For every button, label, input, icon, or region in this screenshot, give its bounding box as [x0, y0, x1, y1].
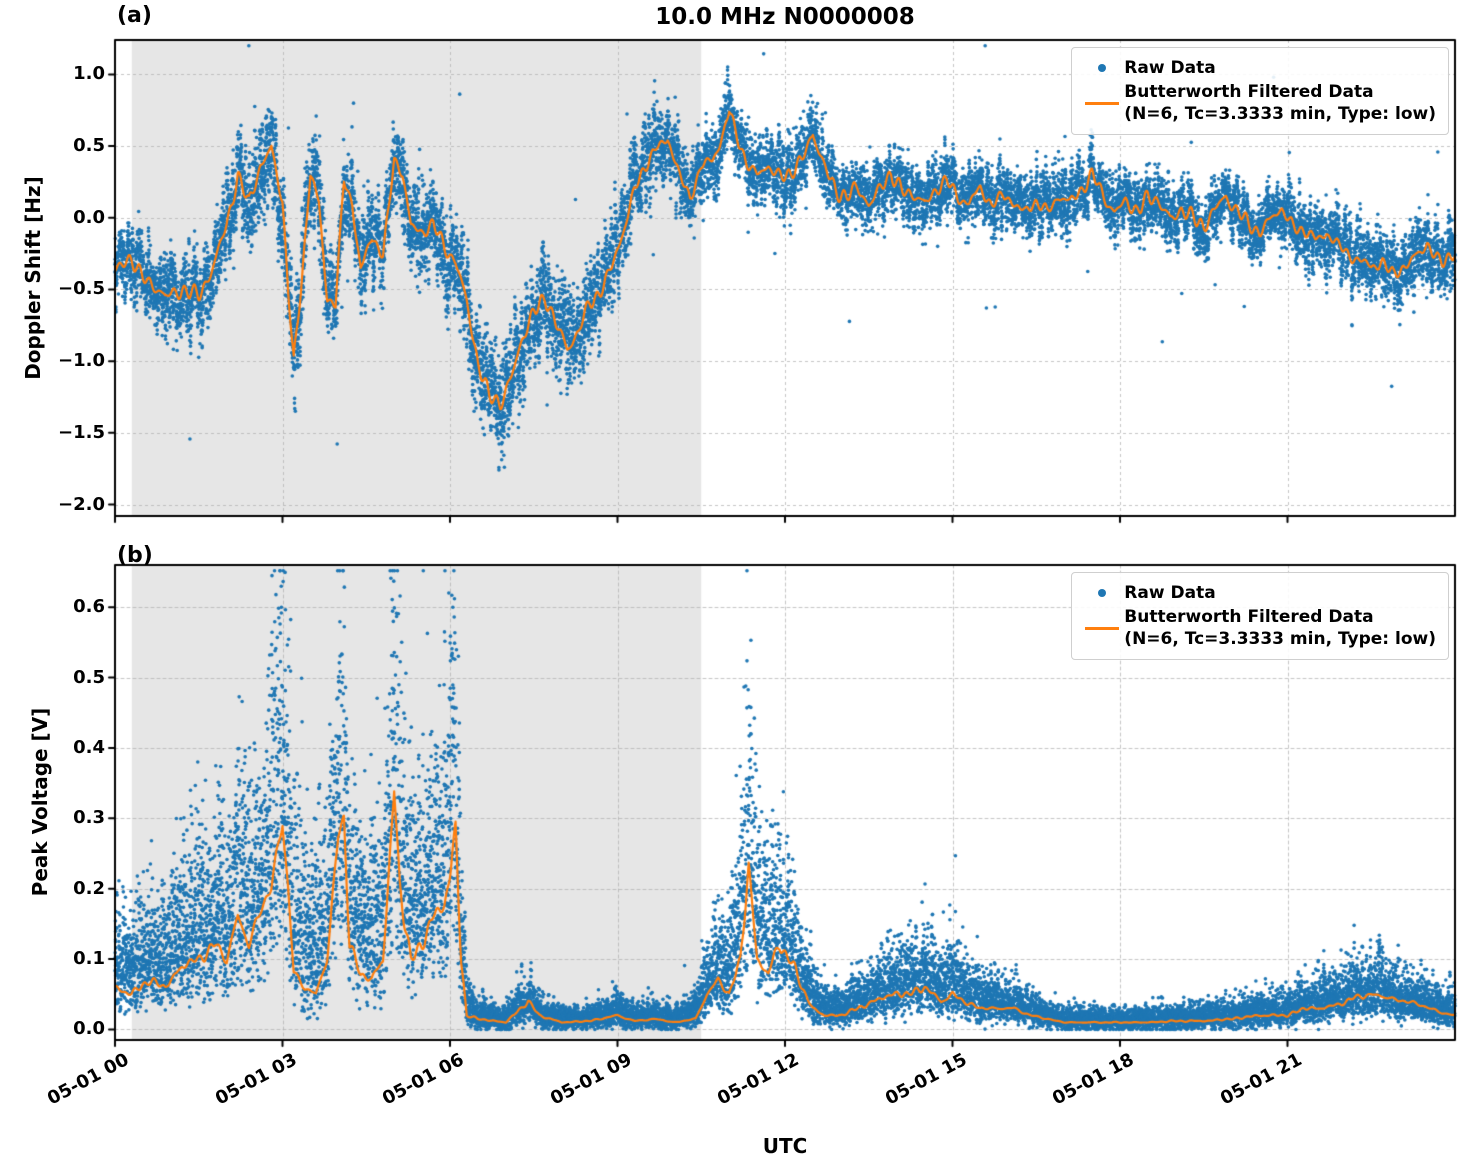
y-tick-label: 0.6	[73, 596, 105, 618]
legend-filtered-line1: Butterworth Filtered Data	[1124, 82, 1374, 103]
y-tick-label: 0.0	[73, 1018, 105, 1040]
y-axis-label-voltage: Peak Voltage [V]	[28, 707, 52, 897]
y-tick-label: 0.1	[73, 948, 105, 970]
filtered-line-marker	[1080, 626, 1124, 630]
raw-data-dot-marker	[1080, 64, 1124, 73]
y-tick-label: 0.3	[73, 807, 105, 829]
y-tick-label: −1.0	[58, 350, 105, 372]
legend-entry-raw: Raw Data	[1080, 57, 1436, 79]
figure-title: 10.0 MHz N0000008	[655, 4, 915, 30]
y-tick-label: 0.5	[73, 135, 105, 157]
y-tick-label: −2.0	[58, 493, 105, 515]
legend-filtered-line2: (N=6, Tc=3.3333 min, Type: low)	[1124, 629, 1436, 650]
y-tick-label: 0.4	[73, 736, 105, 758]
raw-data-dot-marker	[1080, 589, 1124, 598]
y-tick-label: 0.0	[73, 206, 105, 228]
legend-panel-a: Raw Data Butterworth Filtered Data (N=6,…	[1071, 47, 1449, 136]
legend-filtered-line2: (N=6, Tc=3.3333 min, Type: low)	[1124, 104, 1436, 125]
legend-panel-b: Raw Data Butterworth Filtered Data (N=6,…	[1071, 572, 1449, 661]
panel-b-label: (b)	[117, 543, 153, 568]
legend-entry-raw: Raw Data	[1080, 582, 1436, 604]
y-axis-label-doppler: Doppler Shift [Hz]	[21, 176, 45, 380]
panel-a-label: (a)	[117, 3, 152, 28]
legend-filtered-label: Butterworth Filtered Data (N=6, Tc=3.333…	[1124, 81, 1436, 125]
legend-filtered-line1: Butterworth Filtered Data	[1124, 607, 1374, 628]
y-tick-label: 1.0	[73, 63, 105, 85]
y-tick-label: 0.5	[73, 666, 105, 688]
legend-entry-filtered: Butterworth Filtered Data (N=6, Tc=3.333…	[1080, 606, 1436, 650]
x-axis-label: UTC	[762, 1134, 808, 1158]
y-tick-label: −1.5	[58, 421, 105, 443]
legend-raw-label: Raw Data	[1124, 58, 1216, 78]
y-tick-label: −0.5	[58, 278, 105, 300]
y-tick-label: 0.2	[73, 877, 105, 899]
legend-entry-filtered: Butterworth Filtered Data (N=6, Tc=3.333…	[1080, 81, 1436, 125]
filtered-line-marker	[1080, 101, 1124, 105]
legend-raw-label: Raw Data	[1124, 583, 1216, 603]
legend-filtered-label: Butterworth Filtered Data (N=6, Tc=3.333…	[1124, 606, 1436, 650]
